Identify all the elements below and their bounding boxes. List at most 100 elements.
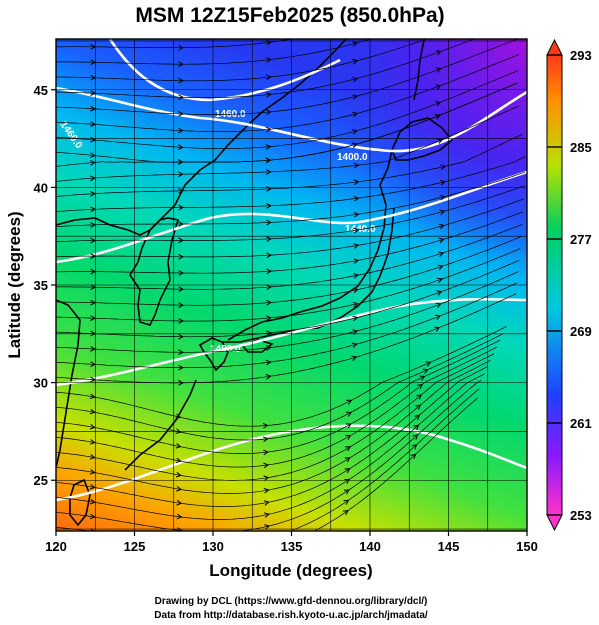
streamline-arrow bbox=[90, 544, 95, 549]
streamline-arrow bbox=[434, 326, 441, 332]
streamline-arrow bbox=[437, 264, 444, 271]
streamline-arrow bbox=[351, 129, 358, 135]
lon-tick-label: 135 bbox=[281, 539, 303, 554]
streamline-arrow bbox=[264, 536, 269, 541]
streamline-arrow bbox=[89, 424, 96, 430]
streamline-arrow bbox=[178, 253, 185, 260]
streamline-arrow bbox=[89, 513, 96, 520]
streamline bbox=[56, 366, 488, 507]
lon-tick-label: 125 bbox=[124, 539, 146, 554]
streamline-arrow bbox=[435, 302, 442, 309]
streamline-arrow bbox=[178, 204, 184, 211]
streamline bbox=[56, 39, 519, 115]
streamline-arrow bbox=[344, 468, 351, 474]
contour-1400 bbox=[56, 86, 527, 153]
streamline-arrow bbox=[177, 127, 184, 134]
y-axis-label: Latitude (degrees) bbox=[5, 211, 24, 358]
streamline bbox=[313, 397, 479, 531]
streamline bbox=[56, 333, 504, 441]
streamline bbox=[56, 359, 491, 494]
streamline bbox=[56, 326, 507, 427]
streamline-arrow bbox=[263, 475, 270, 481]
streamline-arrow bbox=[265, 144, 272, 150]
streamline-arrow bbox=[264, 524, 271, 530]
colorbar-ticks: 293 285 277 269 261 253 bbox=[547, 48, 592, 523]
lat-tick-label: 40 bbox=[34, 180, 48, 195]
colorbar-top-triangle bbox=[546, 38, 563, 56]
streamline-arrow bbox=[263, 500, 270, 506]
lon-tick-label: 130 bbox=[202, 539, 224, 554]
streamline-arrow bbox=[344, 457, 351, 463]
streamline-arrow bbox=[175, 413, 182, 420]
streamline-arrow bbox=[89, 408, 96, 415]
streamline bbox=[56, 105, 520, 182]
streamline bbox=[56, 380, 482, 531]
streamline-arrow bbox=[351, 142, 358, 148]
streamline-arrow bbox=[266, 57, 272, 63]
streamline-arrow bbox=[266, 236, 272, 242]
coast-ryukyu bbox=[124, 379, 197, 471]
streamline-arrow bbox=[265, 126, 272, 133]
streamline-arrow bbox=[353, 211, 360, 218]
coast-korea bbox=[129, 217, 180, 326]
lon-tick-label: 150 bbox=[516, 539, 538, 554]
streamline-arrow bbox=[425, 361, 432, 367]
streamline bbox=[56, 39, 475, 98]
streamline-arrow bbox=[265, 374, 272, 380]
streamline-arrow bbox=[438, 251, 445, 257]
contour-1520 bbox=[56, 424, 527, 502]
streamline-arrow bbox=[90, 346, 96, 352]
streamline-arrow bbox=[266, 219, 272, 226]
streamline-arrow bbox=[266, 330, 272, 337]
streamline-arrow bbox=[352, 301, 359, 308]
streamline-arrow bbox=[266, 268, 272, 275]
coast-hokkaido bbox=[391, 117, 454, 161]
streamline-arrow bbox=[413, 424, 420, 431]
streamline-arrow bbox=[435, 101, 442, 107]
streamline bbox=[56, 198, 524, 258]
streamline-arrow bbox=[351, 342, 358, 348]
streamline-arrow bbox=[263, 487, 270, 494]
streamline-arrow bbox=[90, 121, 96, 127]
streamline bbox=[56, 293, 517, 384]
streamline-arrow bbox=[90, 191, 96, 197]
streamline-arrow bbox=[345, 434, 352, 441]
streamline-arrow bbox=[345, 423, 352, 429]
streamline-arrow bbox=[178, 94, 184, 101]
streamline bbox=[56, 373, 485, 520]
streamline-arrow bbox=[419, 375, 426, 381]
streamline-arrow bbox=[434, 114, 441, 120]
streamline-arrow bbox=[89, 439, 96, 445]
streamline-arrow bbox=[90, 361, 96, 368]
streamline-arrow bbox=[266, 284, 272, 291]
streamline-arrow bbox=[263, 512, 270, 518]
streamline-arrow bbox=[439, 209, 446, 215]
streamline bbox=[56, 133, 523, 197]
latitude-ticks: 25 30 35 40 45 bbox=[34, 83, 56, 488]
streamline-arrow bbox=[345, 446, 352, 452]
streamline-arrow bbox=[264, 548, 269, 553]
lat-tick-label: 30 bbox=[34, 376, 48, 391]
coast-kyushu bbox=[198, 337, 229, 372]
streamline-arrow bbox=[178, 364, 184, 371]
contour-upper bbox=[108, 39, 341, 102]
streamline-arrow bbox=[352, 315, 359, 322]
lat-tick-label: 45 bbox=[34, 83, 48, 98]
streamline-arrow bbox=[353, 195, 360, 202]
streamline-arrow bbox=[175, 471, 182, 478]
longitude-ticks: 120 125 130 135 140 145 150 bbox=[45, 531, 538, 554]
credit-drawing: Drawing by DCL (https://www.gfd-dennou.o… bbox=[155, 596, 428, 607]
streamline-arrow bbox=[262, 436, 269, 443]
streamline-arrow bbox=[178, 188, 184, 194]
streamline-arrow bbox=[90, 528, 95, 531]
streamline-arrow bbox=[176, 499, 183, 506]
colorbar-tick-label: 253 bbox=[570, 508, 592, 523]
streamline-arrow bbox=[178, 61, 185, 67]
streamline-arrow bbox=[417, 383, 423, 390]
streamline-arrow bbox=[437, 138, 444, 144]
streamline-arrow bbox=[346, 399, 353, 405]
streamline bbox=[56, 388, 480, 531]
streamline-arrow bbox=[439, 194, 446, 201]
streamline-arrow bbox=[176, 486, 183, 492]
